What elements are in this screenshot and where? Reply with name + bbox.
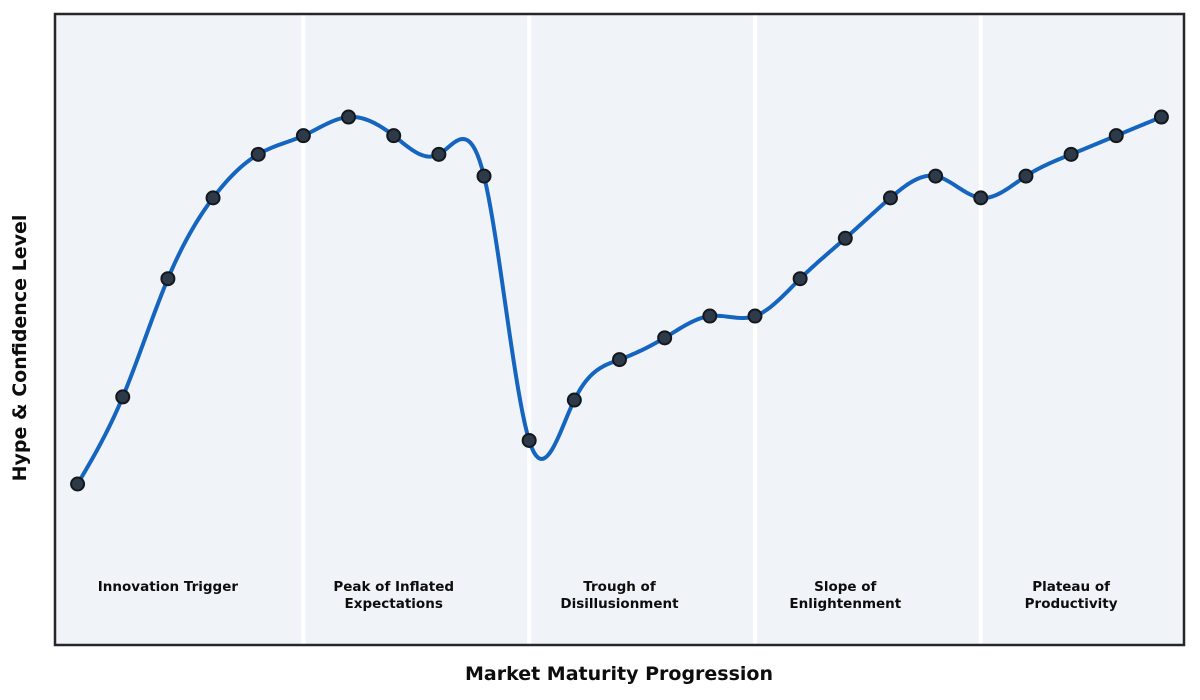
phase-label-3: Trough of Disillusionment [560,579,679,612]
data-point-19 [928,168,944,184]
data-point-7 [386,128,402,144]
phase-label-1: Innovation Trigger [98,579,239,595]
phase-label-4: Slope of Enlightenment [789,579,901,612]
data-point-9 [476,168,492,184]
phase-separators-layer [301,15,983,644]
data-point-2 [160,271,176,287]
data-point-13 [657,330,673,346]
data-point-14 [702,308,718,324]
data-point-4 [250,146,266,162]
data-point-6 [341,109,357,125]
data-point-18 [882,190,898,206]
data-point-10 [521,432,537,448]
data-point-11 [566,392,582,408]
data-point-24 [1153,109,1169,125]
x-axis-label: Market Maturity Progression [465,663,773,685]
data-point-23 [1108,128,1124,144]
plot-area [55,14,1184,645]
markers-layer [70,109,1169,492]
data-point-20 [973,190,989,206]
data-point-5 [295,128,311,144]
data-point-15 [747,308,763,324]
phase-separator-4 [978,15,983,644]
data-point-8 [431,146,447,162]
phase-label-5: Plateau of Productivity [1025,579,1118,612]
data-point-0 [70,476,86,492]
plot-frame [53,12,1186,647]
plot-frame-layer [53,12,1186,647]
data-point-21 [1018,168,1034,184]
data-point-3 [205,190,221,206]
data-point-16 [792,271,808,287]
data-point-1 [115,389,131,405]
phase-separator-3 [752,15,757,644]
plot-background-layer [55,14,1184,645]
phase-labels-layer: Innovation Trigger Peak of Inflated Expect… [98,579,1118,612]
data-point-12 [612,352,627,368]
phase-separator-2 [527,15,532,644]
data-point-17 [837,230,853,246]
data-point-22 [1063,146,1079,162]
phase-label-2: Peak of Inflated Expectations [333,579,454,612]
y-axis-label: Hype & Confidence Level [9,215,31,482]
phase-separator-1 [301,15,306,644]
